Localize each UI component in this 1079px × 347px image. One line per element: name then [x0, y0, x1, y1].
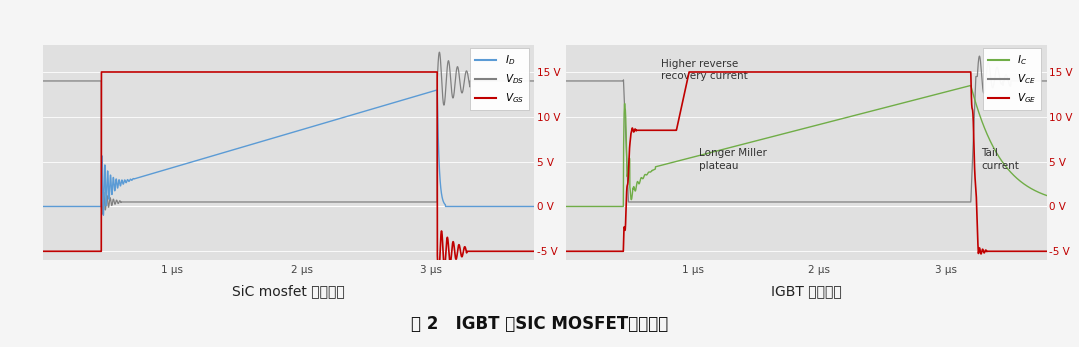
Legend: $I_D$, $V_{DS}$, $V_{GS}$: $I_D$, $V_{DS}$, $V_{GS}$ [470, 48, 529, 110]
Text: Tail
current: Tail current [981, 148, 1019, 171]
Text: Longer Miller
plateau: Longer Miller plateau [699, 148, 767, 171]
Text: Higher reverse
recovery current: Higher reverse recovery current [661, 59, 748, 81]
Text: 图 2   IGBT 和SIC MOSFET开关特性: 图 2 IGBT 和SIC MOSFET开关特性 [411, 315, 668, 333]
Legend: $I_C$, $V_{CE}$, $V_{GE}$: $I_C$, $V_{CE}$, $V_{GE}$ [983, 48, 1041, 110]
Text: IGBT 开关特性: IGBT 开关特性 [771, 285, 842, 298]
Text: SiC mosfet 开关特性: SiC mosfet 开关特性 [232, 285, 345, 298]
